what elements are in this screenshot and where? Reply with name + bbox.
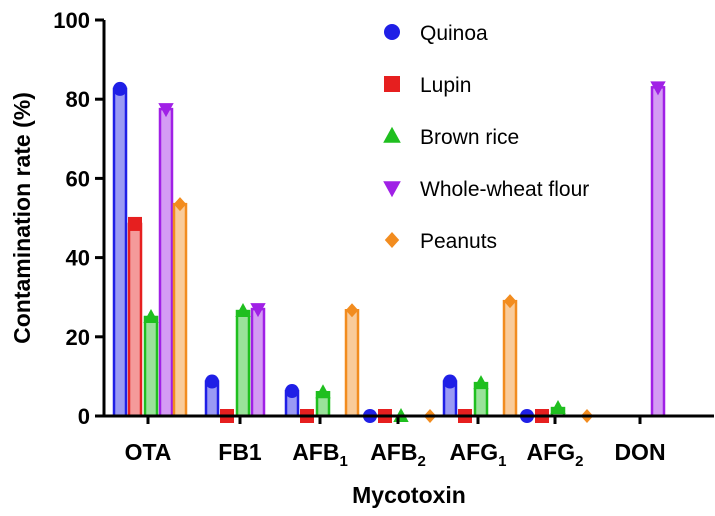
legend-marker: [384, 232, 400, 248]
legend-entry: Brown rice: [383, 126, 519, 149]
data-point: [250, 303, 266, 318]
data-point: [173, 197, 187, 212]
axes: 0 20 40 60 80 100 OTA FB1 AFB1 AFB2 AFG1 AFG2 DON Myc…: [9, 8, 714, 508]
legend-entry: Quinoa: [384, 22, 488, 45]
y-tick-label: 0: [78, 404, 90, 429]
bar: [650, 86, 666, 418]
data-point: [443, 374, 457, 389]
data-point: [315, 384, 331, 399]
bar: [143, 315, 159, 418]
data-point: [285, 384, 299, 399]
data-point: [143, 308, 159, 323]
y-tick-label: 20: [66, 325, 90, 350]
x-axis-title: Mycotoxin: [352, 482, 466, 508]
legend-marker: [384, 76, 400, 92]
x-tick-label: AFG2: [527, 439, 584, 470]
data-point: [235, 303, 251, 318]
data-point: [128, 216, 142, 231]
bar: [250, 307, 266, 418]
legend: Quinoa Lupin Brown rice Whole-wheat flour Pe…: [383, 22, 589, 253]
data-point: [345, 303, 359, 318]
legend-label: Peanuts: [420, 230, 497, 253]
x-tick-label: AFG1: [450, 439, 507, 470]
x-tick-label: OTA: [125, 439, 172, 465]
bar: [344, 309, 360, 418]
bar: [502, 299, 518, 418]
legend-label: Brown rice: [420, 126, 519, 149]
legend-entry: Peanuts: [384, 230, 497, 253]
data-point: [550, 400, 566, 415]
y-tick-label: 60: [66, 166, 90, 191]
legend-entry: Whole-wheat flour: [383, 178, 589, 201]
x-tick-label: AFB2: [370, 439, 426, 470]
bar: [172, 202, 188, 418]
legend-marker: [383, 181, 401, 198]
legend-label: Whole-wheat flour: [420, 178, 589, 201]
y-axis-title: Contamination rate (%): [9, 92, 35, 344]
bar: [235, 309, 251, 418]
bar: [112, 87, 128, 418]
data-point: [113, 81, 127, 96]
series-peanuts: [172, 197, 594, 423]
bar: [158, 107, 174, 418]
bar: [127, 222, 143, 418]
x-tick-label: AFB1: [292, 439, 348, 470]
series-whole-wheat-flour: [158, 81, 666, 418]
series-quinoa: [112, 81, 534, 423]
x-tick-label: FB1: [218, 439, 262, 465]
legend-marker: [383, 126, 401, 143]
legend-marker: [384, 24, 400, 40]
legend-entry: Lupin: [384, 74, 471, 97]
x-tick-label: DON: [614, 439, 665, 465]
data-point: [473, 375, 489, 390]
data-point: [650, 81, 666, 96]
data-point: [158, 103, 174, 118]
legend-label: Lupin: [420, 74, 471, 97]
y-tick-label: 100: [53, 8, 90, 33]
y-tick-label: 80: [66, 87, 90, 112]
y-tick-label: 40: [66, 246, 90, 271]
legend-label: Quinoa: [420, 22, 488, 45]
data-point: [503, 294, 517, 309]
data-point: [205, 374, 219, 389]
